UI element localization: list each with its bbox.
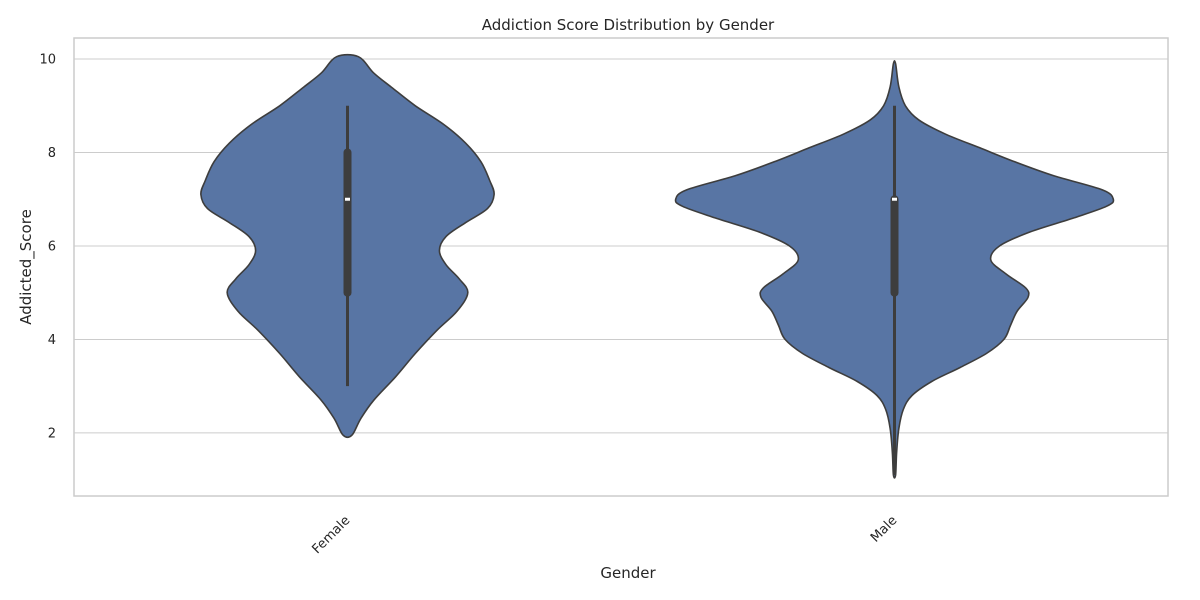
median-marker-female bbox=[345, 197, 350, 201]
y-tick-label-2: 2 bbox=[48, 426, 56, 441]
y-tick-label-4: 4 bbox=[48, 333, 56, 348]
grid-lines bbox=[74, 58, 1168, 434]
violins bbox=[200, 53, 1115, 479]
x-tick-label-female: Female bbox=[309, 513, 353, 557]
x-axis-label: Gender bbox=[600, 564, 656, 582]
y-tick-label-8: 8 bbox=[48, 146, 56, 161]
y-tick-labels: 2 4 6 8 10 bbox=[39, 53, 56, 442]
y-tick-label-10: 10 bbox=[39, 53, 56, 68]
median-marker-male bbox=[892, 197, 897, 201]
y-axis-label: Addicted_Score bbox=[17, 209, 36, 325]
x-tick-labels: Female Male bbox=[309, 513, 900, 557]
chart-title: Addiction Score Distribution by Gender bbox=[482, 16, 775, 34]
plot-frame bbox=[73, 37, 1169, 497]
y-tick-label-6: 6 bbox=[48, 239, 56, 254]
x-tick-label-male: Male bbox=[868, 513, 900, 545]
